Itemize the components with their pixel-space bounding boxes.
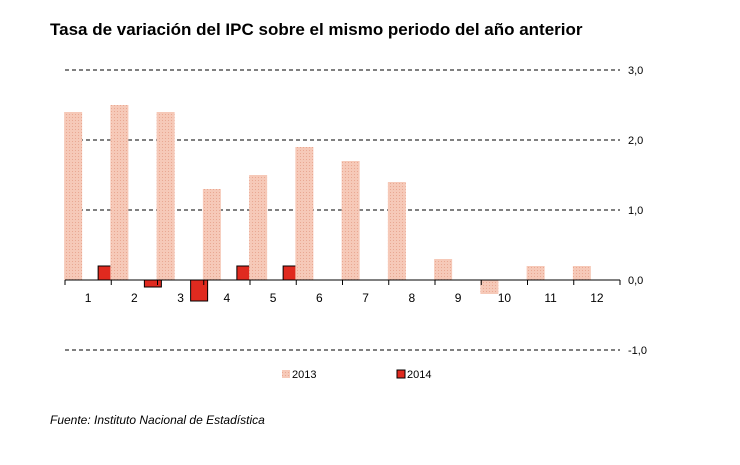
- x-tick-label: 11: [544, 291, 557, 305]
- x-tick-label: 8: [409, 291, 416, 305]
- x-tick-label: 9: [455, 291, 462, 305]
- chart-title: Tasa de variación del IPC sobre el mismo…: [50, 20, 583, 39]
- x-tick-label: 10: [498, 291, 512, 305]
- bar-2013: [526, 266, 545, 280]
- bar-2013: [110, 105, 129, 280]
- y-tick-label: -1,0: [628, 345, 647, 357]
- bar-2013: [480, 280, 499, 294]
- y-tick-label: 2,0: [628, 135, 643, 147]
- legend-swatch: [282, 370, 290, 378]
- source-note: Fuente: Instituto Nacional de Estadístic…: [50, 413, 265, 427]
- x-tick-label: 5: [270, 291, 277, 305]
- x-tick-label: 3: [177, 291, 184, 305]
- x-tick-label: 6: [316, 291, 323, 305]
- bar-2013: [572, 266, 591, 280]
- bar-2013: [295, 147, 314, 280]
- legend-2014: 2014: [396, 369, 431, 381]
- x-tick-label: 12: [590, 291, 604, 305]
- legend-label: 2014: [407, 369, 431, 381]
- bar-2013: [202, 189, 221, 280]
- bar-2013: [156, 112, 175, 280]
- y-axis-ticks: 3,0 2,0 1,0 0,0 -1,0: [628, 65, 647, 357]
- bar-2013: [341, 161, 360, 280]
- legend-label: 2013: [292, 369, 316, 381]
- x-tick-label: 7: [362, 291, 369, 305]
- bars: [64, 105, 591, 302]
- x-tick-labels: 1 2 3 4 5 6 7 8 9 10 11 12: [85, 291, 604, 305]
- bar-2014: [143, 279, 162, 288]
- bar-2013: [249, 175, 268, 280]
- bar-2013: [387, 182, 406, 280]
- bar-2013: [434, 259, 453, 280]
- x-tick-label: 2: [131, 291, 138, 305]
- y-tick-label: 3,0: [628, 65, 643, 77]
- bar-2013: [64, 112, 83, 280]
- legend-swatch: [396, 369, 406, 379]
- y-tick-label: 1,0: [628, 205, 643, 217]
- x-axis: [64, 279, 621, 285]
- y-tick-label: 0,0: [628, 275, 643, 287]
- x-tick-label: 1: [85, 291, 92, 305]
- legend-2013: 2013: [282, 369, 316, 381]
- x-tick-label: 4: [224, 291, 231, 305]
- bar-2014: [190, 279, 209, 302]
- legend: 2013 2014: [282, 369, 431, 381]
